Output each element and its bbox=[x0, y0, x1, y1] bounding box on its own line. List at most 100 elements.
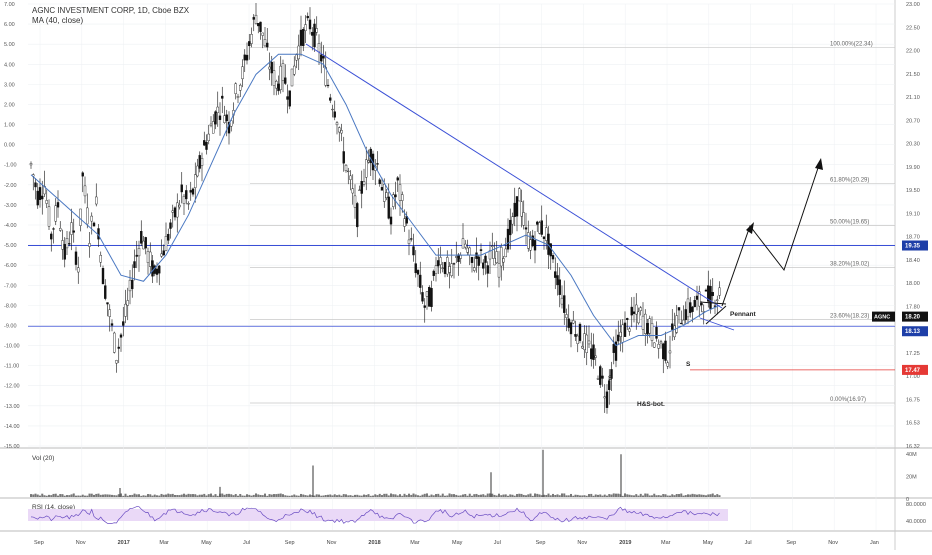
candle-body bbox=[482, 262, 485, 269]
volume-bar bbox=[624, 493, 626, 497]
candle-body bbox=[117, 346, 120, 349]
volume-bar bbox=[525, 495, 527, 497]
price-tag-value: 18.20 bbox=[905, 315, 921, 321]
volume-bar bbox=[41, 493, 44, 497]
x-axis-tick-label: Nov bbox=[828, 540, 838, 546]
volume-bar bbox=[543, 494, 545, 497]
x-axis-tick-label: May bbox=[452, 540, 463, 546]
candle-body bbox=[259, 21, 262, 32]
candle-body bbox=[101, 268, 105, 285]
volume-bar bbox=[486, 493, 489, 497]
candle-body bbox=[700, 302, 703, 306]
annotation-head-bottom: H&S-bot. bbox=[637, 401, 665, 408]
volume-bar bbox=[664, 494, 667, 497]
candle-body bbox=[200, 158, 204, 166]
volume-bar bbox=[657, 495, 660, 497]
candle-body bbox=[513, 202, 516, 217]
volume-bar bbox=[201, 494, 203, 497]
volume-bar bbox=[300, 493, 302, 497]
candle-body bbox=[306, 15, 309, 19]
candle-body bbox=[196, 165, 199, 177]
volume-bar bbox=[718, 495, 721, 497]
volume-bar bbox=[653, 493, 656, 497]
candle-body bbox=[567, 318, 570, 328]
rsi-band bbox=[28, 509, 728, 521]
candle-body bbox=[608, 380, 611, 391]
volume-bar bbox=[617, 493, 620, 497]
x-axis-tick-label: Nov bbox=[76, 540, 86, 546]
x-axis-tick-label: 2017 bbox=[118, 540, 130, 546]
volume-bar bbox=[36, 494, 39, 497]
candle-body bbox=[218, 115, 222, 120]
candle-body bbox=[257, 23, 260, 27]
candle-body bbox=[527, 232, 530, 249]
right-axis-tick-label: 23.00 bbox=[906, 2, 920, 8]
volume-bar bbox=[511, 494, 514, 497]
candle-body bbox=[356, 203, 359, 228]
candle-body bbox=[572, 320, 575, 324]
left-axis-tick-label: -11.00 bbox=[4, 364, 19, 370]
volume-bar bbox=[273, 494, 275, 497]
left-axis-tick-label: 4.00 bbox=[4, 62, 15, 68]
left-axis-tick-label: -13.00 bbox=[4, 404, 20, 410]
candle-body bbox=[574, 334, 577, 337]
volume-bar bbox=[225, 493, 228, 497]
volume-bar bbox=[104, 494, 107, 497]
volume-bar bbox=[113, 495, 116, 497]
volume-bar bbox=[689, 494, 692, 497]
candle-body bbox=[677, 307, 681, 311]
volume-bar bbox=[599, 494, 602, 497]
volume-bar bbox=[687, 494, 689, 497]
candle-body bbox=[461, 238, 465, 249]
candle-body bbox=[716, 299, 719, 301]
candle-body bbox=[250, 34, 253, 44]
candle-body bbox=[491, 245, 494, 247]
price-tag bbox=[902, 240, 928, 251]
candle-body bbox=[563, 295, 566, 313]
volume-bar bbox=[129, 495, 131, 497]
candle-body bbox=[590, 348, 593, 360]
candle-body bbox=[477, 256, 480, 266]
volume-bar bbox=[419, 495, 422, 497]
volume-bar bbox=[669, 495, 671, 497]
left-axis-tick-label: -6.00 bbox=[4, 263, 17, 269]
right-axis-tick-label: 21.50 bbox=[906, 72, 920, 78]
volume-bar bbox=[75, 495, 77, 497]
candle-body bbox=[47, 206, 51, 227]
candle-body bbox=[524, 227, 528, 230]
x-axis-tick-label: Mar bbox=[661, 540, 671, 546]
volume-bar bbox=[405, 495, 408, 497]
volume-bar bbox=[207, 494, 210, 497]
volume-bar bbox=[187, 493, 190, 497]
volume-bar bbox=[153, 494, 156, 497]
volume-bar bbox=[252, 494, 255, 497]
candle-body bbox=[605, 391, 609, 408]
candle-body bbox=[614, 341, 618, 361]
volume-bar bbox=[322, 495, 325, 497]
candle-body bbox=[387, 196, 390, 219]
volume-bar bbox=[185, 494, 188, 497]
volume-bar bbox=[574, 494, 577, 497]
volume-bar bbox=[77, 495, 80, 497]
volume-bar bbox=[426, 493, 428, 497]
candle-body bbox=[691, 306, 694, 312]
volume-bar bbox=[59, 494, 62, 497]
volume-bar bbox=[500, 495, 503, 497]
candle-body bbox=[439, 257, 442, 265]
volume-bar bbox=[385, 493, 388, 497]
candle-body bbox=[167, 233, 170, 241]
volume-bar bbox=[441, 493, 444, 497]
volume-bar bbox=[531, 495, 534, 497]
candle-body bbox=[342, 151, 345, 164]
volume-bar bbox=[475, 493, 478, 497]
volume-bar bbox=[563, 493, 566, 497]
volume-bar bbox=[646, 493, 649, 497]
candle-body bbox=[680, 322, 683, 325]
chart-title: AGNC INVESTMENT CORP, 1D, Cboe BZX bbox=[32, 6, 190, 15]
candle-body bbox=[684, 309, 687, 321]
candle-body bbox=[635, 304, 638, 315]
candle-body bbox=[207, 133, 210, 141]
volume-bar bbox=[392, 494, 395, 497]
left-axis-tick-label: -10.00 bbox=[4, 344, 20, 350]
candle-body bbox=[272, 70, 276, 86]
